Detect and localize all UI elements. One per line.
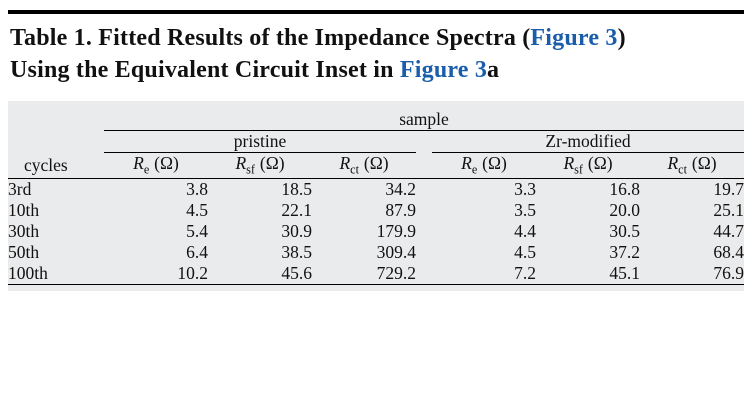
group-gap: [416, 152, 432, 179]
top-rule: [8, 10, 744, 14]
cycle-cell: 50th: [8, 241, 40, 262]
table-row: 50th 6.4 38.5 309.4 4.5 37.2 68.4: [8, 242, 744, 263]
column-header-row: cycles Re (Ω) Rsf (Ω) Rct (Ω) Re (Ω) Rsf (Ω) …: [8, 152, 744, 179]
r-symbol: R: [461, 153, 472, 174]
table-row: 30th 5.4 30.9 179.9 4.4 30.5 44.7: [8, 221, 744, 242]
ohm-unit: (Ω): [482, 153, 507, 174]
value-cell: 19.7: [713, 178, 744, 199]
group-gap: [416, 131, 432, 153]
sample-row: sample: [8, 109, 744, 132]
r-symbol: R: [133, 153, 144, 174]
value-cell: 3.3: [514, 178, 536, 199]
col-header-re-zr: Re (Ω): [432, 152, 536, 179]
ohm-unit: (Ω): [691, 153, 717, 174]
col-header-rsf-zr: Rsf (Ω): [536, 152, 640, 179]
value-cell: 4.4: [514, 220, 536, 241]
value-cell: 3.8: [186, 178, 208, 199]
r-symbol: R: [667, 153, 679, 174]
title-text-1-after: ): [617, 25, 626, 51]
sample-header: sample: [104, 109, 744, 132]
ohm-unit: (Ω): [259, 153, 285, 174]
results-table: sample pristine Zr-modified cycles Re (Ω)…: [8, 109, 744, 285]
r-symbol: R: [235, 153, 247, 174]
value-cell: 16.8: [609, 178, 640, 199]
group-row: pristine Zr-modified: [8, 130, 744, 154]
group-gap: [416, 200, 432, 221]
value-cell: 30.9: [281, 220, 312, 241]
value-cell: 4.5: [186, 199, 208, 220]
title-text-1: Table 1. Fitted Results of the Impedance…: [10, 25, 531, 51]
value-cell: 729.2: [376, 262, 416, 283]
page: Table 1. Fitted Results of the Impedance…: [8, 10, 744, 291]
value-cell: 5.4: [186, 220, 208, 241]
title-line-1: Table 1. Fitted Results of the Impedance…: [10, 23, 742, 55]
value-cell: 179.9: [376, 220, 416, 241]
value-cell: 10.2: [177, 262, 208, 283]
r-subscript: sf: [246, 162, 255, 177]
value-cell: 68.4: [713, 241, 744, 262]
r-symbol: R: [339, 153, 351, 174]
ohm-unit: (Ω): [154, 153, 179, 174]
value-cell: 25.1: [713, 199, 744, 220]
value-cell: 76.9: [713, 262, 744, 283]
ohm-unit: (Ω): [363, 153, 389, 174]
col-header-rsf-pristine: Rsf (Ω): [208, 152, 312, 179]
title-line-2: Using the Equivalent Circuit Inset in Fi…: [10, 55, 742, 87]
r-subscript: ct: [350, 162, 359, 177]
spacer-cell: [8, 131, 104, 153]
value-cell: 309.4: [376, 241, 416, 262]
group-header-pristine: pristine: [104, 130, 416, 154]
value-cell: 22.1: [281, 199, 312, 220]
col-header-re-pristine: Re (Ω): [104, 152, 208, 179]
table-row: 3rd 3.8 18.5 34.2 3.3 16.8 19.7: [8, 178, 744, 200]
value-cell: 38.5: [281, 241, 312, 262]
table-title: Table 1. Fitted Results of the Impedance…: [10, 23, 742, 86]
title-text-2-after: a: [487, 56, 500, 83]
col-header-rct-zr: Rct (Ω): [640, 152, 744, 179]
title-text-2: Using the Equivalent Circuit Inset in: [10, 56, 400, 83]
value-cell: 44.7: [713, 220, 744, 241]
r-subscript: e: [143, 162, 150, 177]
col-header-rct-pristine: Rct (Ω): [312, 152, 416, 179]
value-cell: 45.1: [609, 262, 640, 283]
value-cell: 30.5: [609, 220, 640, 241]
value-cell: 7.2: [514, 262, 536, 283]
cycle-cell: 30th: [8, 220, 40, 241]
value-cell: 6.4: [186, 241, 208, 262]
r-subscript: e: [471, 162, 478, 177]
value-cell: 37.2: [609, 241, 640, 262]
table-row: 10th 4.5 22.1 87.9 3.5 20.0 25.1: [8, 200, 744, 221]
value-cell: 20.0: [609, 199, 640, 220]
r-subscript: ct: [678, 162, 687, 177]
group-header-zr-modified: Zr-modified: [432, 130, 744, 154]
value-cell: 87.9: [385, 199, 416, 220]
cycle-cell: 3rd: [8, 178, 32, 199]
group-gap: [416, 221, 432, 242]
table-container: sample pristine Zr-modified cycles Re (Ω)…: [8, 101, 744, 291]
value-cell: 18.5: [281, 178, 312, 199]
r-symbol: R: [563, 153, 575, 174]
cycle-cell: 100th: [8, 262, 48, 283]
r-subscript: sf: [574, 162, 583, 177]
spacer-cell: [8, 109, 104, 131]
ohm-unit: (Ω): [587, 153, 613, 174]
group-gap: [416, 178, 432, 200]
group-gap: [416, 242, 432, 263]
cycles-header: cycles: [8, 152, 104, 179]
value-cell: 3.5: [514, 199, 536, 220]
value-cell: 34.2: [385, 178, 416, 199]
group-gap: [416, 263, 432, 285]
table-row: 100th 10.2 45.6 729.2 7.2 45.1 76.9: [8, 263, 744, 285]
value-cell: 45.6: [281, 262, 312, 283]
cycle-cell: 10th: [8, 199, 40, 220]
figure-3-link[interactable]: Figure 3: [530, 25, 618, 51]
value-cell: 4.5: [514, 241, 536, 262]
figure-3a-link[interactable]: Figure 3: [399, 56, 488, 83]
